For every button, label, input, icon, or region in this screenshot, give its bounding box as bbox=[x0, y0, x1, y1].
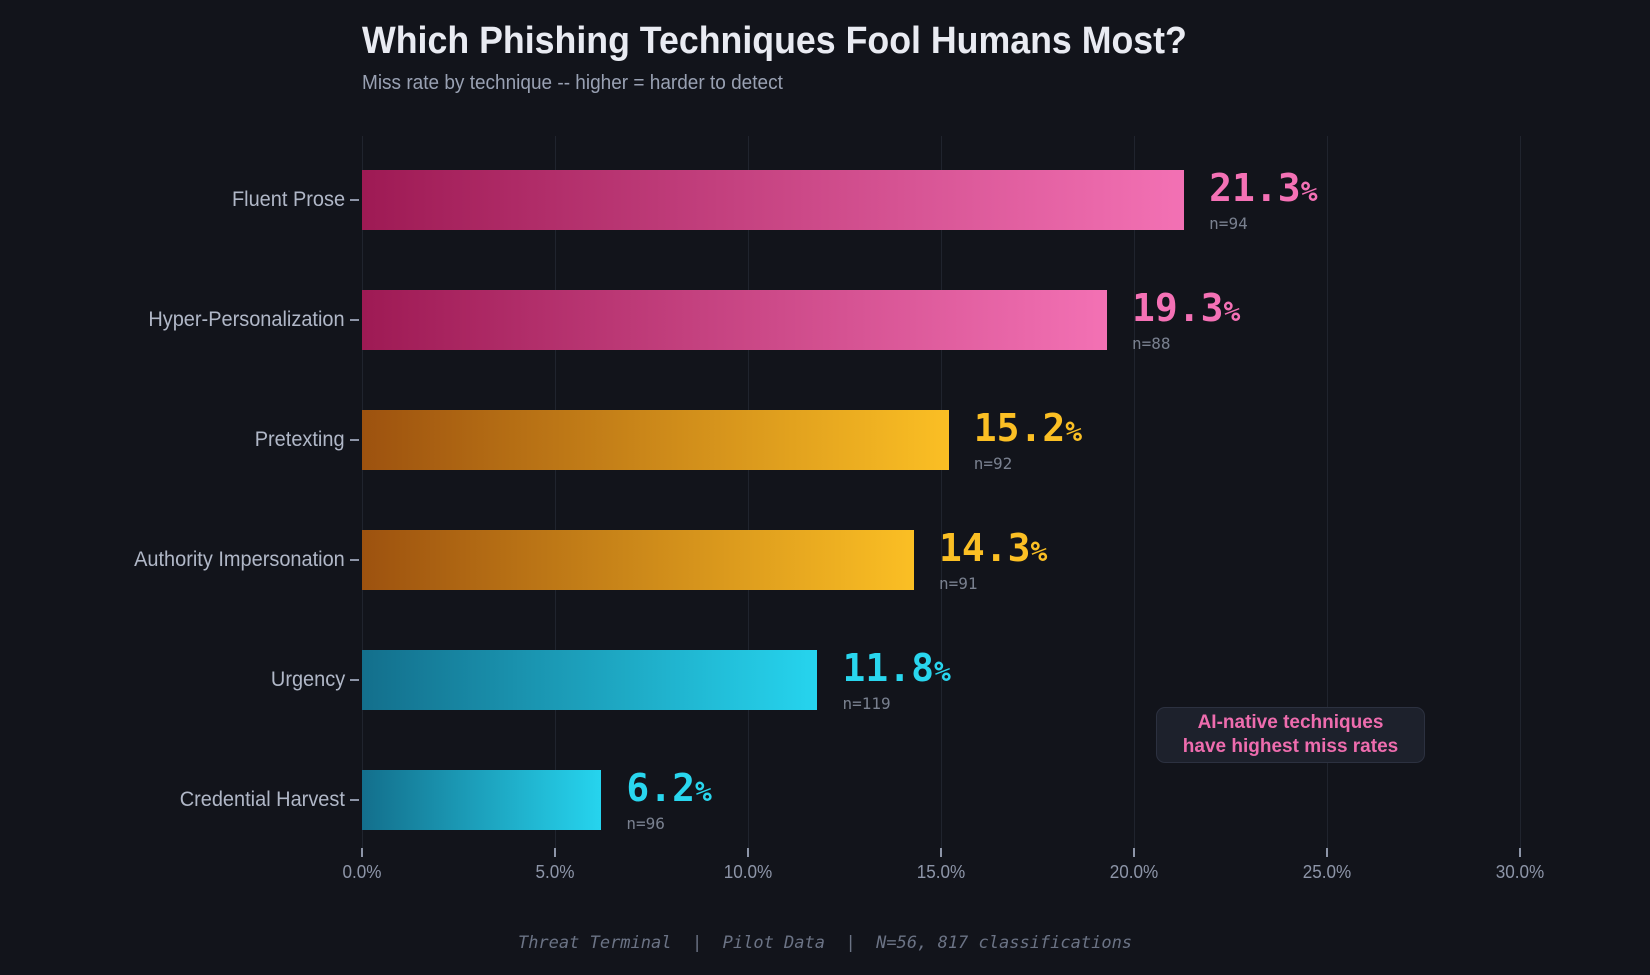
value-number: 19.3 bbox=[1131, 286, 1224, 330]
x-axis-tick bbox=[361, 848, 363, 857]
x-axis-tick-label: 5.0% bbox=[535, 862, 575, 882]
y-axis-tick bbox=[350, 439, 359, 441]
y-axis-tick bbox=[350, 679, 359, 681]
x-axis-tick bbox=[1519, 848, 1521, 857]
bar-pretexting bbox=[362, 410, 949, 470]
x-axis-tick bbox=[940, 848, 942, 857]
footer-caption: Threat Terminal | Pilot Data | N=56, 817… bbox=[517, 933, 1133, 953]
plot-area: 0.0% 5.0% 10.0% 15.0% 20.0% 25.0% 30.0% Fluent … bbox=[134, 136, 1544, 882]
gridline bbox=[941, 136, 942, 848]
sample-size-label-pretexting: n=92 bbox=[973, 454, 1013, 473]
sample-size-label-urgency: n=119 bbox=[842, 694, 891, 713]
x-axis-tick-label: 20.0% bbox=[1109, 862, 1159, 882]
annotation-text-line: AI-native techniques bbox=[1197, 712, 1384, 733]
category-label-urgency: Urgency bbox=[270, 668, 345, 691]
gridline bbox=[362, 136, 363, 848]
gridline bbox=[748, 136, 749, 848]
bar-fluent-prose bbox=[362, 170, 1185, 230]
value-label-credential-harvest: 6.2% bbox=[626, 766, 712, 814]
y-axis-tick bbox=[350, 319, 359, 321]
value-number: 6.2 bbox=[626, 766, 695, 810]
x-axis-tick-label: 25.0% bbox=[1302, 862, 1352, 882]
sample-size-label-fluent-prose: n=94 bbox=[1209, 214, 1248, 233]
value-percent-sign: % bbox=[694, 775, 712, 808]
gridline bbox=[1520, 136, 1521, 848]
annotation-box: AI-native techniques have highest miss r… bbox=[1156, 707, 1425, 763]
category-label-authority-impersonation: Authority Impersonation bbox=[134, 548, 345, 571]
gridline bbox=[1134, 136, 1135, 848]
bar-credential-harvest bbox=[362, 770, 602, 830]
value-number: 14.3 bbox=[938, 526, 1031, 570]
chart-subtitle: Miss rate by technique -- higher = harde… bbox=[362, 72, 783, 94]
gridline bbox=[555, 136, 556, 848]
x-axis-tick-label: 0.0% bbox=[342, 862, 382, 882]
value-label-hyper-personalization: 19.3% bbox=[1132, 286, 1240, 334]
value-number: 11.8 bbox=[842, 646, 934, 690]
category-label-fluent-prose: Fluent Prose bbox=[231, 188, 345, 211]
category-label-pretexting: Pretexting bbox=[255, 428, 345, 451]
value-percent-sign: % bbox=[1065, 415, 1083, 448]
value-label-fluent-prose: 21.3% bbox=[1209, 166, 1317, 214]
x-axis-tick bbox=[1133, 848, 1135, 857]
value-number: 21.3 bbox=[1209, 166, 1301, 210]
gridline bbox=[1327, 136, 1328, 848]
value-percent-sign: % bbox=[1030, 535, 1048, 568]
x-axis-tick-label: 15.0% bbox=[916, 862, 966, 882]
x-axis-tick bbox=[747, 848, 749, 857]
sample-size-label-credential-harvest: n=96 bbox=[626, 814, 665, 833]
y-axis-tick bbox=[350, 199, 359, 201]
x-axis-tick bbox=[1326, 848, 1328, 857]
value-percent-sign: % bbox=[1300, 175, 1318, 208]
chart-title: Which Phishing Techniques Fool Humans Mo… bbox=[362, 20, 1187, 62]
value-percent-sign: % bbox=[933, 655, 951, 688]
value-label-authority-impersonation: 14.3% bbox=[939, 526, 1047, 574]
category-label-credential-harvest: Credential Harvest bbox=[179, 788, 345, 811]
value-label-pretexting: 15.2% bbox=[974, 406, 1082, 454]
x-axis-tick-label: 30.0% bbox=[1495, 862, 1545, 882]
annotation-text-line: have highest miss rates bbox=[1182, 736, 1399, 757]
category-label-hyper-personalization: Hyper-Personalization bbox=[148, 308, 345, 331]
bar-urgency bbox=[362, 650, 818, 710]
x-axis-tick-label: 10.0% bbox=[723, 862, 773, 882]
y-axis-tick bbox=[350, 799, 359, 801]
value-label-urgency: 11.8% bbox=[842, 646, 950, 694]
x-axis-tick bbox=[554, 848, 556, 857]
bar-authority-impersonation bbox=[362, 530, 914, 590]
y-axis-tick bbox=[350, 559, 359, 561]
value-percent-sign: % bbox=[1223, 295, 1241, 328]
sample-size-label-hyper-personalization: n=88 bbox=[1131, 334, 1171, 353]
bar-hyper-personalization bbox=[362, 290, 1107, 350]
sample-size-label-authority-impersonation: n=91 bbox=[938, 574, 978, 593]
value-number: 15.2 bbox=[973, 406, 1066, 450]
